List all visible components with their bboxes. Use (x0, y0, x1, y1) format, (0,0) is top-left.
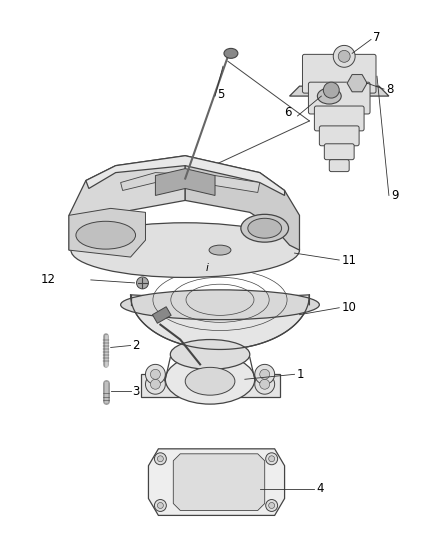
Polygon shape (185, 156, 300, 250)
Text: i: i (205, 263, 208, 273)
Polygon shape (69, 208, 145, 257)
Circle shape (255, 365, 275, 384)
Ellipse shape (120, 290, 319, 320)
Circle shape (155, 499, 166, 512)
Ellipse shape (76, 221, 135, 249)
Circle shape (157, 456, 163, 462)
Polygon shape (155, 168, 215, 196)
Text: 1: 1 (297, 368, 304, 381)
Polygon shape (173, 454, 265, 511)
Ellipse shape (209, 245, 231, 255)
Polygon shape (290, 86, 389, 96)
Ellipse shape (170, 340, 250, 369)
Text: 4: 4 (316, 482, 324, 495)
Circle shape (323, 82, 339, 98)
FancyBboxPatch shape (303, 54, 376, 93)
Circle shape (338, 51, 350, 62)
Text: 12: 12 (41, 273, 56, 286)
Text: 5: 5 (217, 87, 224, 101)
Polygon shape (148, 449, 285, 515)
Text: 7: 7 (373, 31, 381, 44)
Circle shape (155, 453, 166, 465)
FancyBboxPatch shape (324, 144, 354, 160)
Ellipse shape (200, 241, 240, 259)
Bar (152, 307, 171, 324)
Circle shape (150, 379, 160, 389)
Ellipse shape (165, 354, 255, 404)
Text: 11: 11 (341, 254, 356, 266)
Ellipse shape (318, 88, 341, 104)
Text: 6: 6 (285, 107, 292, 119)
FancyBboxPatch shape (329, 160, 349, 172)
Ellipse shape (224, 49, 238, 58)
Polygon shape (141, 374, 279, 397)
Circle shape (157, 503, 163, 508)
Circle shape (260, 369, 270, 379)
Text: 2: 2 (133, 339, 140, 352)
FancyBboxPatch shape (319, 126, 359, 146)
Circle shape (260, 379, 270, 389)
Ellipse shape (241, 214, 289, 242)
Text: 9: 9 (391, 189, 399, 202)
Circle shape (137, 277, 148, 289)
Polygon shape (120, 173, 260, 192)
Polygon shape (86, 156, 285, 196)
Text: 10: 10 (341, 301, 356, 314)
Ellipse shape (248, 219, 282, 238)
Ellipse shape (71, 223, 300, 278)
Polygon shape (347, 75, 367, 92)
Polygon shape (69, 156, 185, 250)
Text: 3: 3 (133, 385, 140, 398)
Circle shape (268, 456, 275, 462)
Circle shape (145, 365, 165, 384)
Ellipse shape (185, 367, 235, 395)
FancyBboxPatch shape (314, 106, 364, 131)
Circle shape (268, 503, 275, 508)
Circle shape (255, 374, 275, 394)
Circle shape (266, 499, 278, 512)
Circle shape (266, 453, 278, 465)
Text: 8: 8 (386, 83, 393, 95)
Circle shape (150, 369, 160, 379)
FancyBboxPatch shape (308, 82, 370, 114)
Circle shape (145, 374, 165, 394)
Polygon shape (131, 295, 309, 350)
Circle shape (333, 45, 355, 67)
